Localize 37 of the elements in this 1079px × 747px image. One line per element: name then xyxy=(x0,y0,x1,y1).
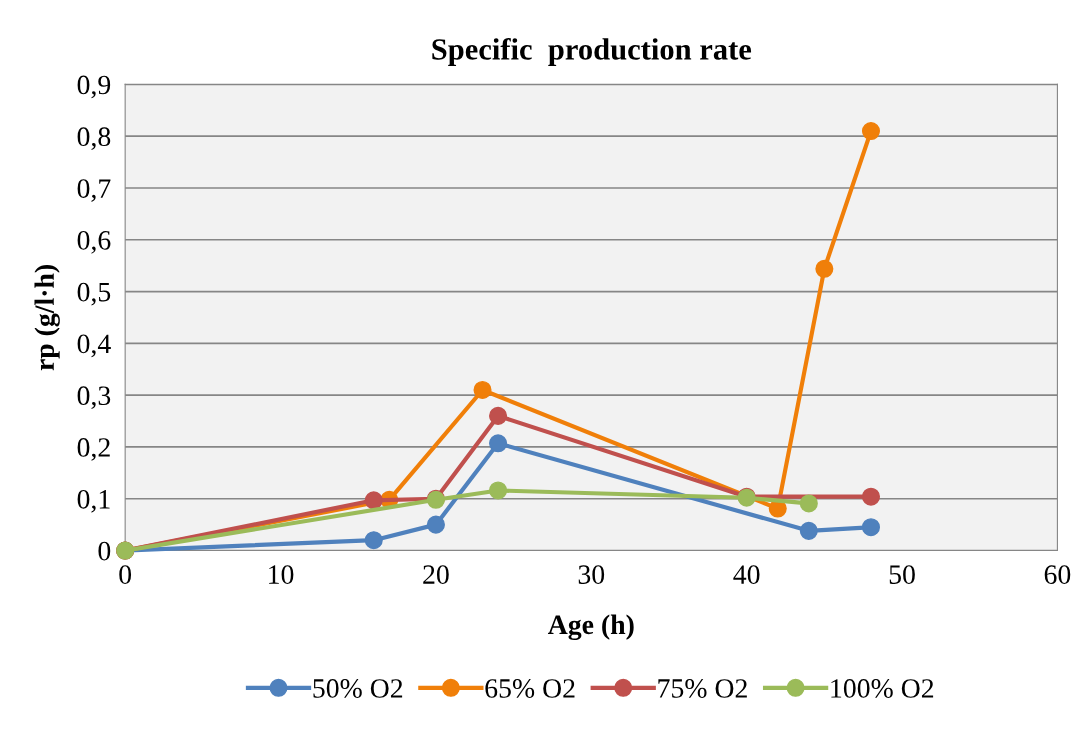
legend-label: 65% O2 xyxy=(485,679,575,698)
point xyxy=(489,434,508,453)
y-tick-label: 0,2 xyxy=(77,438,110,461)
legend-label: 75% O2 xyxy=(658,679,747,698)
x-axis-title: Age (h) xyxy=(547,614,634,641)
x-tick-label: 60 xyxy=(1044,565,1071,584)
x-tick-label: 40 xyxy=(733,565,760,584)
y-tick-label: 0,1 xyxy=(77,489,110,513)
point xyxy=(799,521,818,540)
point xyxy=(473,380,492,400)
x-tick-label: 30 xyxy=(578,565,605,584)
point xyxy=(364,531,383,550)
x-tick-label: 50 xyxy=(889,565,915,584)
legend-label: 100% O2 xyxy=(831,679,934,698)
x-tick-label: 20 xyxy=(423,565,449,584)
y-tick-label: 0,6 xyxy=(77,230,111,254)
chart-title: Specific production rate xyxy=(432,37,752,66)
point xyxy=(489,406,508,425)
y-tick-label: 0,7 xyxy=(77,179,111,202)
y-tick-label: 0,3 xyxy=(77,386,111,410)
x-tick-label: 10 xyxy=(269,565,294,584)
legend-label: 50% O2 xyxy=(313,679,403,698)
y-tick-label: 0 xyxy=(98,541,111,561)
point xyxy=(815,259,834,278)
point xyxy=(364,491,383,510)
y-axis-title: rp (g/l·h) xyxy=(34,265,60,371)
point xyxy=(861,487,880,506)
point xyxy=(489,481,508,500)
y-tick-label: 0,9 xyxy=(77,75,111,99)
x-tick-label: 0 xyxy=(119,565,132,584)
point xyxy=(861,121,880,141)
point xyxy=(799,494,818,513)
point xyxy=(861,518,880,537)
y-tick-label: 0,5 xyxy=(77,282,111,306)
y-tick-label: 0,4 xyxy=(77,334,111,358)
y-tick-label: 0,8 xyxy=(77,127,111,151)
point xyxy=(426,515,445,534)
